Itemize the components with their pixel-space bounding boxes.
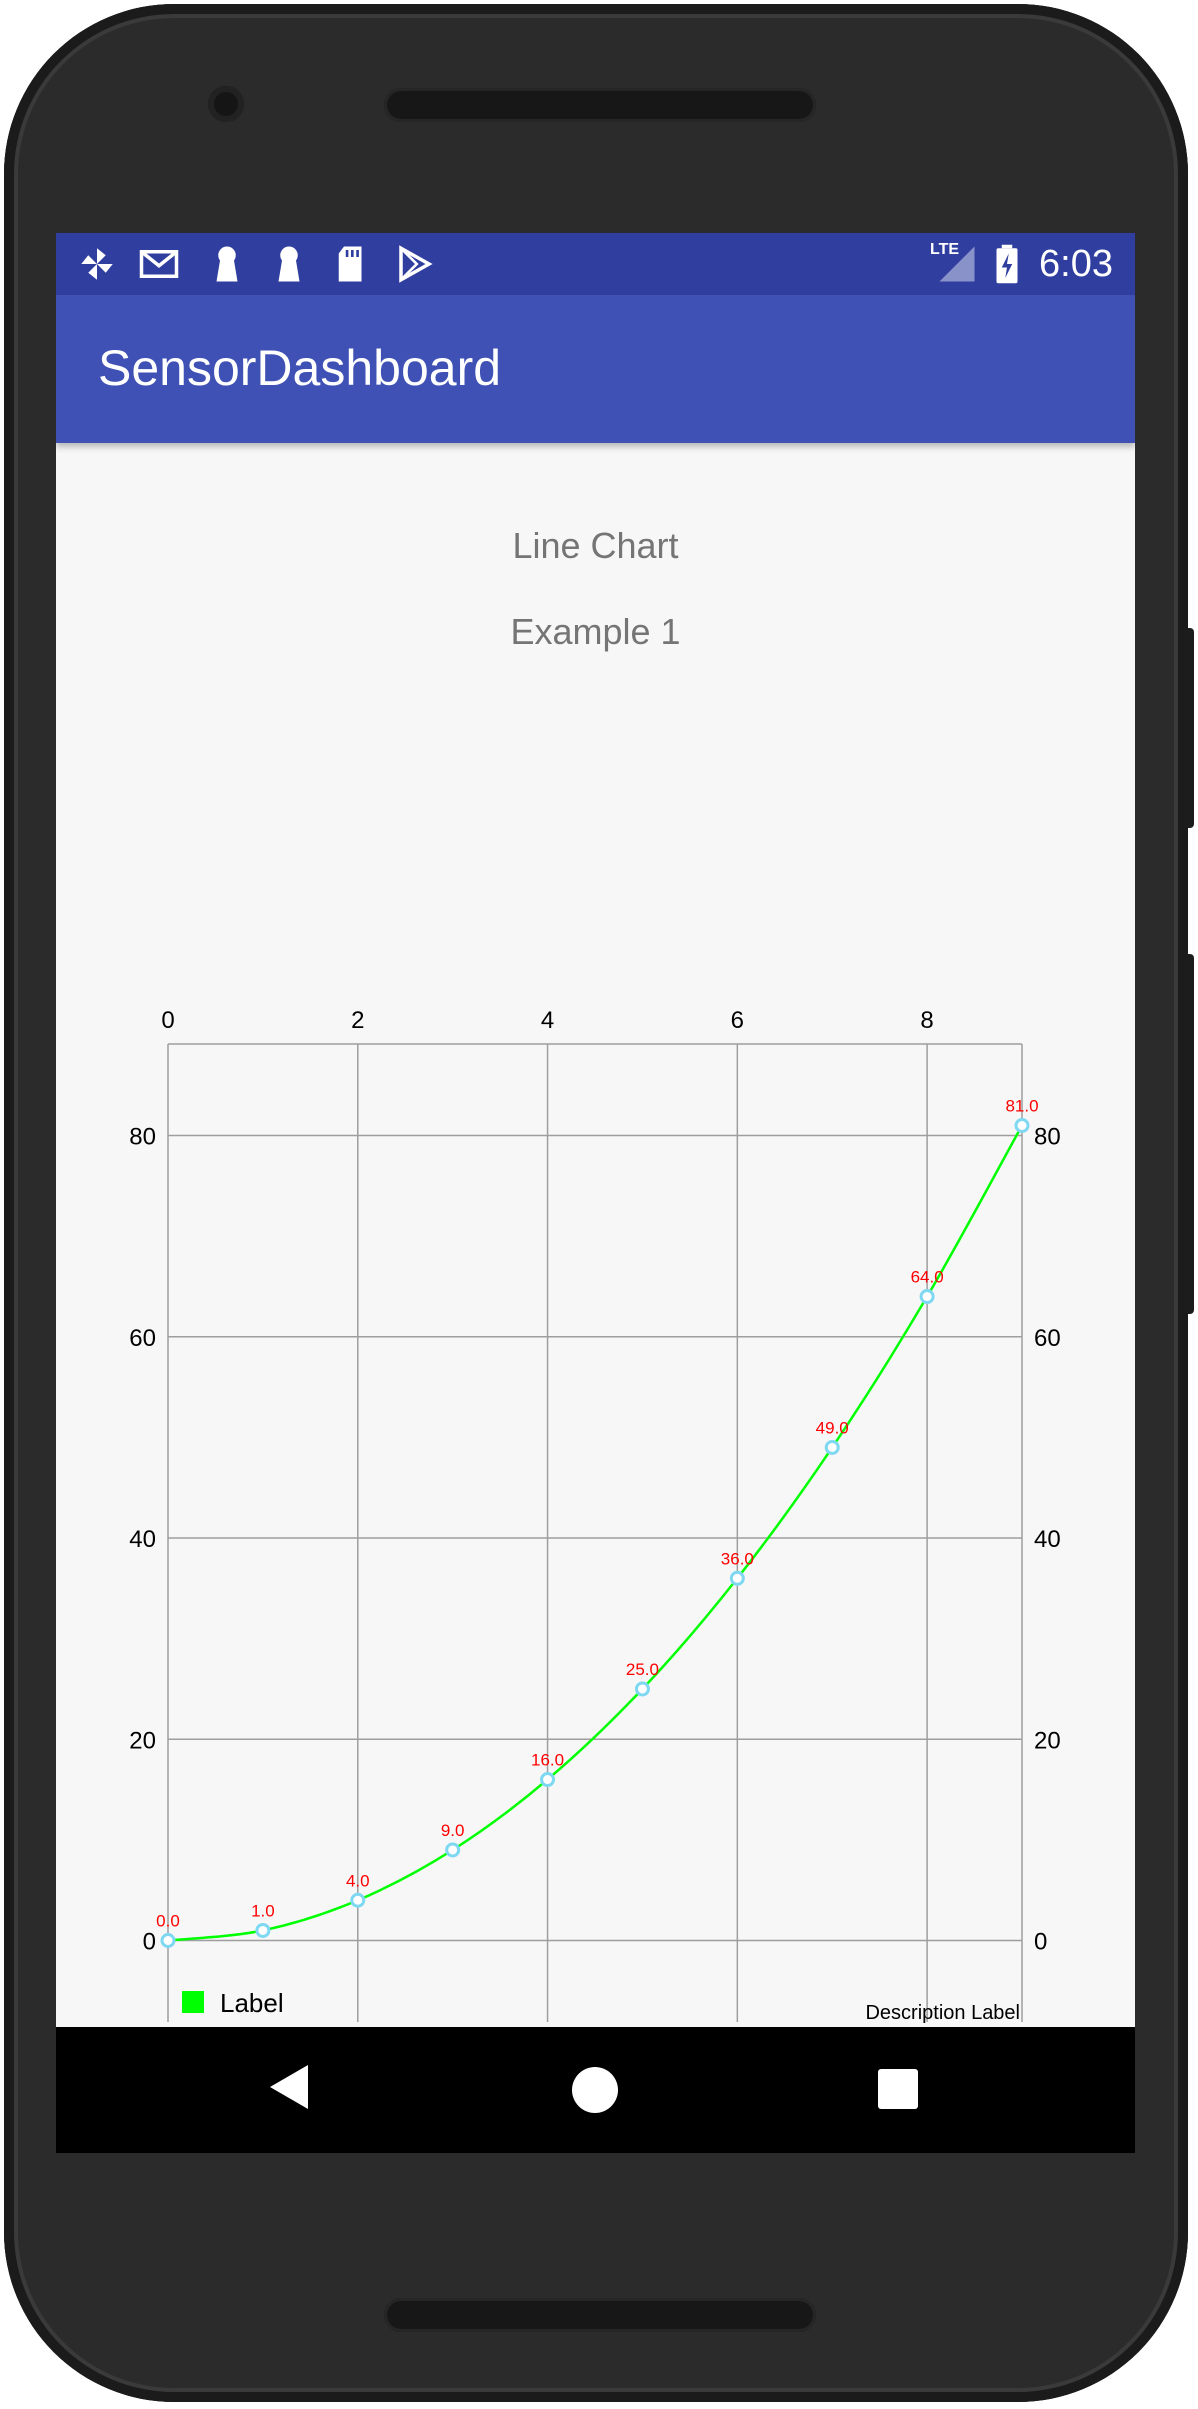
volume-button <box>1184 954 1194 1314</box>
x-tick-label: 6 <box>731 1007 744 1034</box>
front-camera <box>208 86 244 122</box>
y-tick-label-left: 60 <box>129 1325 156 1352</box>
data-point <box>729 1570 745 1586</box>
x-tick-label: 2 <box>351 1007 364 1034</box>
clock: 6:03 <box>1039 243 1113 285</box>
play-store-icon <box>399 245 433 283</box>
home-icon[interactable] <box>572 2067 618 2113</box>
app-title: SensorDashboard <box>98 340 502 396</box>
data-point <box>1014 1118 1030 1133</box>
navigation-bar <box>56 2027 1135 2153</box>
y-tick-label-left: 20 <box>129 1727 156 1754</box>
y-tick-label-right: 0 <box>1034 1929 1047 1956</box>
data-value-label: 25.0 <box>626 1660 659 1679</box>
data-point <box>255 1922 271 1938</box>
x-tick-label: 8 <box>920 1007 933 1034</box>
network-type-label: LTE <box>930 241 960 258</box>
bottom-speaker-grille <box>384 2298 816 2332</box>
data-value-label: 0.0 <box>156 1912 180 1931</box>
top-speaker-grille <box>384 88 816 122</box>
x-tick-label: 4 <box>541 1007 554 1034</box>
line-chart[interactable]: 0 2 4 6 8 0 0 20 20 40 40 60 60 80 80 0.0 1.0 4.0 9.0 16.0 2… <box>56 733 1135 2063</box>
x-tick-label: 0 <box>161 1007 174 1034</box>
power-button <box>1184 628 1194 828</box>
gmail-icon <box>139 250 179 278</box>
y-tick-label-right: 20 <box>1034 1727 1061 1754</box>
data-value-label: 1.0 <box>251 1901 275 1920</box>
y-tick-label-right: 40 <box>1034 1526 1061 1553</box>
y-tick-label-left: 40 <box>129 1526 156 1553</box>
screen: LTE 6:03 SensorDashboard Line Chart Exam… <box>56 233 1135 2153</box>
data-value-label: 9.0 <box>441 1821 465 1840</box>
keyhole-icon <box>278 246 300 282</box>
data-point <box>634 1681 650 1697</box>
keyhole-icon <box>216 246 238 282</box>
sd-card-icon <box>338 246 362 282</box>
battery-charging-icon <box>996 244 1018 284</box>
pinwheel-icon <box>81 248 113 280</box>
data-value-label: 36.0 <box>721 1549 754 1568</box>
y-tick-label-right: 60 <box>1034 1325 1061 1352</box>
data-point <box>445 1842 461 1858</box>
y-tick-label-right: 80 <box>1034 1124 1061 1151</box>
data-value-label: 4.0 <box>346 1871 370 1890</box>
legend-swatch <box>182 1991 204 2013</box>
data-point <box>824 1439 840 1455</box>
data-point <box>160 1933 176 1948</box>
data-value-label: 49.0 <box>816 1418 849 1437</box>
recent-apps-icon[interactable] <box>878 2069 918 2109</box>
data-point <box>350 1892 366 1908</box>
signal-icon <box>939 246 975 282</box>
data-point <box>540 1772 556 1788</box>
data-value-label: 81.0 <box>1005 1097 1038 1116</box>
chart-title: Line Chart <box>512 525 679 566</box>
data-point <box>919 1289 935 1305</box>
y-tick-label-left: 0 <box>143 1929 156 1956</box>
chart-description-label: Description Label <box>865 2002 1020 2024</box>
app-bar: SensorDashboard <box>56 295 1135 443</box>
y-tick-label-left: 80 <box>129 1124 156 1151</box>
legend-label: Label <box>220 1988 284 2018</box>
series-line <box>167 1124 1024 1942</box>
data-value-label: 64.0 <box>911 1268 944 1287</box>
back-icon[interactable] <box>270 2065 308 2109</box>
status-bar: LTE 6:03 <box>56 233 1135 295</box>
data-value-label: 16.0 <box>531 1751 564 1770</box>
chart-subtitle: Example 1 <box>510 611 681 652</box>
